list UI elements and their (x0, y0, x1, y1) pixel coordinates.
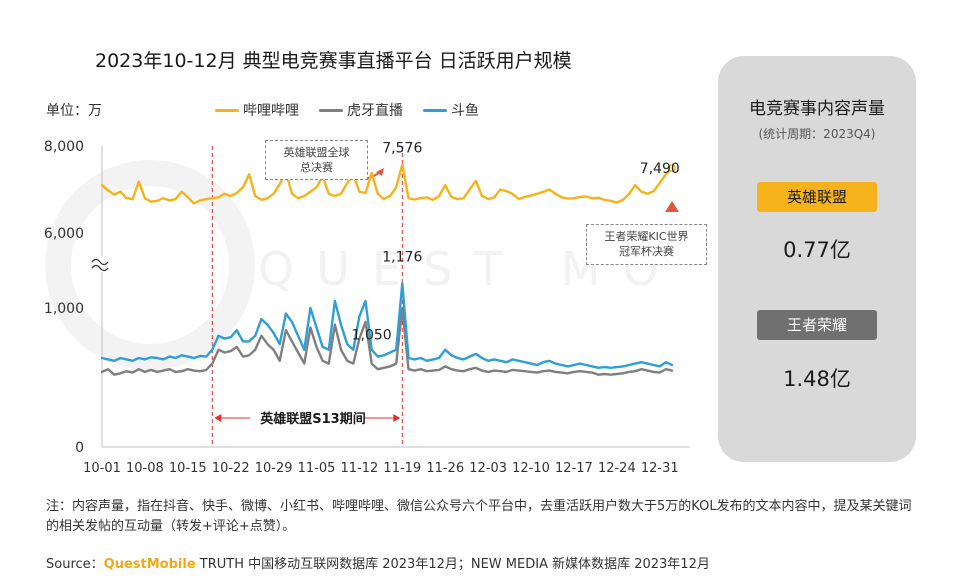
x-tick-label: 10-29 (255, 461, 293, 476)
x-tick-label: 12-03 (469, 461, 507, 476)
legend-item: 虎牙直播 (319, 100, 403, 120)
source-line: Source：QuestMobile TRUTH 中国移动互联网数据库 2023… (46, 553, 710, 572)
x-tick-label: 12-10 (512, 461, 550, 476)
chart-title: 2023年10-12月 典型电竞赛事直播平台 日活跃用户规模 (95, 50, 572, 72)
legend-item: 斗鱼 (423, 100, 479, 120)
series-line (100, 282, 674, 369)
data-label: 7,490 (640, 161, 680, 177)
y-tick-label: 1,000 (44, 301, 84, 317)
legend-label: 斗鱼 (451, 103, 479, 119)
value-lol: 0.77亿 (783, 238, 851, 262)
annotation-lol-final: 英雄联盟全球 总决赛 (265, 140, 368, 180)
legend-swatch (319, 108, 343, 112)
axis-break-icon (91, 258, 109, 272)
line-chart: 8,000 6,000 1,000 0 10-01 10-08 10-15 10-22 10-2… (44, 139, 690, 476)
x-tick-label: 12-17 (555, 461, 593, 476)
legend-swatch (215, 108, 239, 112)
data-label: 7,576 (382, 140, 422, 156)
x-tick-label: 10-01 (83, 461, 121, 476)
x-tick-label: 11-26 (426, 461, 464, 476)
annotation-hok-final: 王者荣耀KIC世界 冠军杯决赛 (586, 224, 707, 265)
legend-item: 哔哩哔哩 (215, 100, 299, 120)
x-tick-label: 11-19 (383, 461, 421, 476)
annotation-line: 总决赛 (300, 161, 333, 174)
x-tick-label: 12-24 (598, 461, 636, 476)
side-panel: 电竞赛事内容声量 (统计周期：2023Q4) 英雄联盟 0.77亿 王者荣耀 1… (718, 56, 916, 462)
end-point-marker (668, 164, 676, 173)
y-tick-label: 6,000 (44, 226, 84, 242)
x-tick-label: 10-15 (169, 461, 207, 476)
annotation-line: 冠军杯决赛 (619, 245, 674, 258)
data-label: 1,176 (382, 250, 422, 266)
x-tick-label: 10-08 (126, 461, 164, 476)
annotation-line: 王者荣耀KIC世界 (604, 230, 689, 243)
unit-label: 单位：万 (46, 103, 102, 119)
period-label: 英雄联盟S13期间 (260, 412, 366, 427)
arrow-left-icon (214, 414, 222, 422)
x-tick-label: 11-05 (298, 461, 336, 476)
x-tick-label: 10-22 (212, 461, 250, 476)
value-hok: 1.48亿 (783, 367, 851, 391)
x-tick-label: 11-12 (341, 461, 379, 476)
legend-label: 哔哩哔哩 (243, 103, 299, 119)
source-prefix: Source： (46, 557, 104, 572)
annotation-line: 英雄联盟全球 (283, 146, 350, 159)
badge-hok: 王者荣耀 (757, 310, 877, 340)
badge-lol: 英雄联盟 (757, 182, 877, 212)
side-panel-subtitle: (统计周期：2023Q4) (758, 127, 876, 141)
source-brand: QuestMobile (103, 557, 196, 572)
legend-swatch (423, 108, 447, 112)
data-label: 1,050 (352, 328, 392, 344)
series-line (100, 306, 674, 376)
hok-marker-icon (665, 201, 679, 212)
footnote: 注：内容声量，指在抖音、快手、微博、小红书、哔哩哔哩、微信公众号六个平台中，去重… (46, 499, 912, 534)
side-panel-title: 电竞赛事内容声量 (749, 99, 885, 119)
legend-label: 虎牙直播 (347, 103, 403, 119)
y-tick-label: 0 (75, 440, 84, 456)
x-tick-label: 12-31 (641, 461, 679, 476)
arrow-right-icon (393, 414, 401, 422)
legend: 哔哩哔哩 虎牙直播 斗鱼 (215, 100, 479, 120)
source-rest: TRUTH 中国移动互联网数据库 2023年12月；NEW MEDIA 新媒体数… (195, 557, 710, 572)
series-line (100, 163, 674, 205)
y-tick-label: 8,000 (44, 139, 84, 155)
lol-arrowhead-icon (376, 168, 384, 176)
